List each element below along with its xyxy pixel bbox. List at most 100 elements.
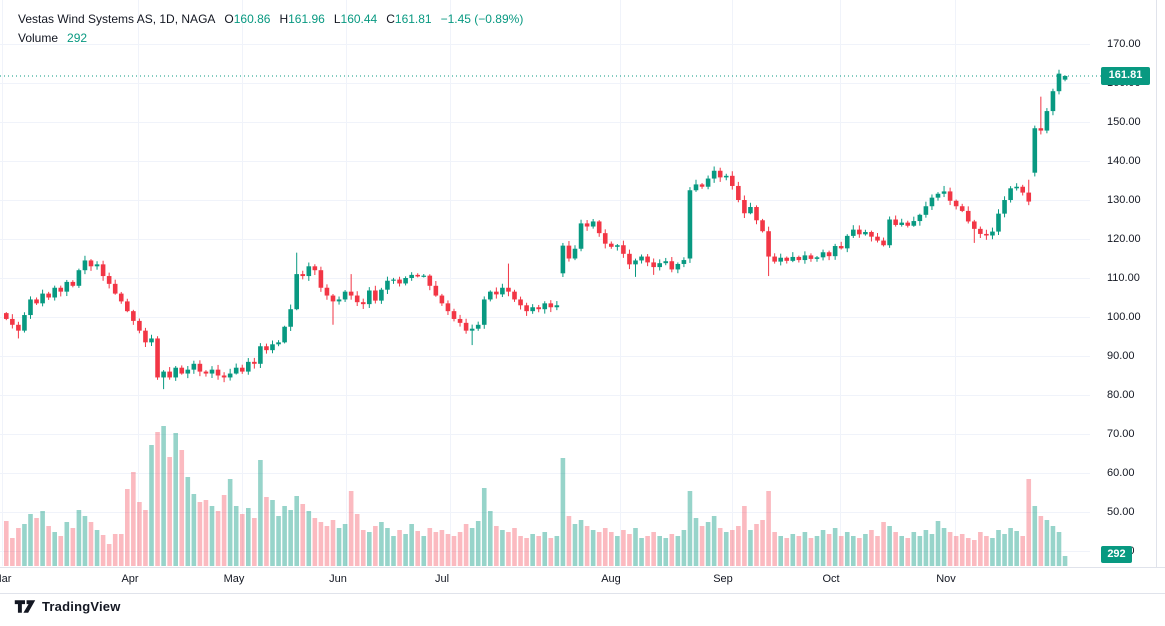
volume-bar	[548, 538, 554, 566]
volume-bar	[633, 528, 638, 566]
candle-body	[923, 206, 929, 215]
volume-bar	[723, 532, 729, 566]
time-axis-label-jun: Jun	[329, 573, 347, 585]
price-axis-label: 80.00	[1107, 389, 1135, 401]
candle-body	[875, 236, 880, 241]
candle-body	[675, 263, 681, 270]
volume-bar	[318, 522, 324, 566]
candle-body	[1026, 192, 1032, 202]
volume-bar	[814, 536, 820, 566]
grid-lines	[0, 0, 1090, 566]
candle-body	[1002, 200, 1007, 214]
volume-bar	[433, 532, 439, 566]
volume-bar	[711, 516, 717, 566]
chart-plot-area[interactable]	[0, 0, 1091, 566]
volume-bar	[1050, 526, 1056, 566]
volume-bar	[784, 538, 790, 566]
candle-body	[615, 245, 620, 247]
tradingview-logo[interactable]: TradingView	[14, 599, 121, 614]
volume-bar	[155, 432, 160, 566]
volume-bar	[965, 538, 971, 566]
volume-bar	[294, 496, 299, 566]
volume-bar	[675, 536, 681, 566]
volume-bar	[808, 538, 814, 566]
candle-body	[1044, 111, 1050, 131]
volume-bar	[917, 536, 923, 566]
volume-label[interactable]: Volume	[18, 30, 59, 45]
time-axis-label-aug: Aug	[601, 573, 621, 585]
volume-bar	[681, 530, 687, 566]
symbol-ohlc-row: Vestas Wind Systems AS, 1D, NAGA O160.86…	[18, 9, 523, 28]
time-axis-label-may: May	[223, 573, 245, 585]
volume-bar	[1044, 520, 1050, 566]
price-axis-label: 70.00	[1107, 428, 1135, 440]
close-value: C161.81	[386, 11, 432, 26]
candle-body	[215, 369, 221, 376]
volume-bar	[288, 510, 293, 566]
candle-body	[439, 295, 445, 304]
volume-bar	[137, 502, 142, 566]
candle-body	[106, 276, 112, 284]
symbol-legend: Vestas Wind Systems AS, 1D, NAGA O160.86…	[18, 9, 523, 47]
candle-body	[790, 256, 796, 261]
candle-body	[70, 281, 76, 286]
candle-body	[687, 190, 693, 259]
time-axis-label-nov: Nov	[936, 573, 956, 585]
candle-body	[481, 299, 487, 325]
candle-body	[112, 283, 118, 294]
low-value: L160.44	[333, 11, 378, 26]
volume-bar	[766, 491, 771, 566]
volume-bar	[34, 518, 39, 566]
volume-bar	[439, 530, 445, 566]
candle-body	[28, 299, 33, 316]
candle-body	[427, 275, 433, 286]
candle-body	[118, 293, 124, 302]
volume-bar	[421, 536, 427, 566]
volume-bar	[536, 536, 541, 566]
candle-body	[844, 235, 850, 249]
candle-body	[760, 220, 765, 232]
volume-bar	[391, 536, 396, 566]
volume-bar	[645, 536, 650, 566]
volume-bar	[730, 530, 735, 566]
time-axis[interactable]: Mar Apr May Jun Jul Aug Sep Oct Nov	[0, 567, 1165, 594]
open-value: O160.86	[224, 11, 271, 26]
candle-body	[161, 371, 166, 378]
volume-bar	[923, 530, 929, 566]
volume-bar	[820, 530, 826, 566]
volume-bar	[300, 504, 306, 566]
high-value: H161.96	[279, 11, 325, 26]
volume-bar	[82, 516, 88, 566]
candle-body	[258, 346, 263, 364]
last-price-badge: 161.81	[1101, 67, 1150, 85]
symbol-title[interactable]: Vestas Wind Systems AS, 1D, NAGA	[18, 11, 216, 26]
candle-body	[554, 305, 560, 308]
volume-bar	[379, 522, 384, 566]
candle-body	[451, 311, 457, 319]
volume-bar	[28, 514, 33, 566]
volume-bar	[270, 500, 275, 566]
price-axis-label: 130.00	[1107, 194, 1141, 206]
candle-body	[627, 253, 632, 265]
candle-body	[348, 291, 354, 296]
volume-bar	[481, 488, 487, 566]
candle-body	[227, 373, 233, 378]
candle-body	[397, 279, 402, 284]
candle-body	[1020, 186, 1025, 193]
price-axis[interactable]: 170.00160.00150.00140.00130.00120.00110.…	[1092, 0, 1164, 567]
candle-body	[965, 210, 971, 222]
volume-bar	[1002, 534, 1007, 566]
candle-body	[524, 305, 529, 312]
volume-bar	[342, 524, 348, 566]
candle-body	[203, 371, 209, 374]
volume-bar	[306, 511, 312, 566]
price-axis-border	[1156, 0, 1157, 592]
volume-bar	[869, 530, 874, 566]
candle-body	[645, 256, 650, 263]
candle-body	[905, 222, 911, 226]
volume-bar	[863, 534, 868, 566]
candle-body	[40, 293, 45, 304]
volume-bar	[258, 460, 263, 566]
candle-body	[233, 367, 239, 374]
candle-body	[796, 256, 802, 261]
